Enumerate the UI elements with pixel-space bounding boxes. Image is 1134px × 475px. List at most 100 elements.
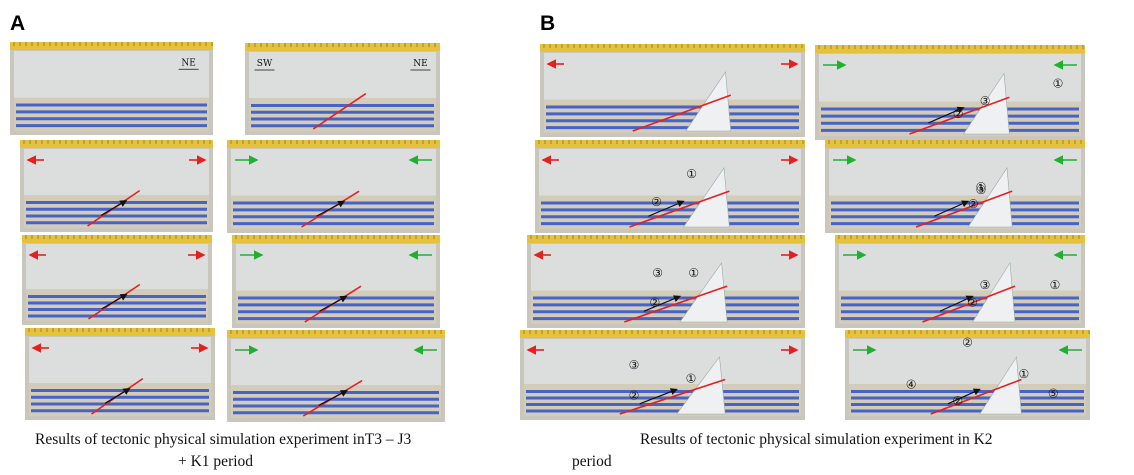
sand-layer [841, 310, 1079, 314]
fault [619, 378, 726, 415]
sand-layer [526, 396, 799, 400]
sand-layer [831, 222, 1079, 226]
photo: ③ ① ② [835, 235, 1085, 328]
ruler [245, 43, 440, 51]
ruler [527, 235, 805, 243]
glass [839, 244, 1081, 291]
fault-number: ② [968, 197, 979, 211]
sand-layer [821, 114, 1079, 118]
sand-layer [831, 208, 1079, 212]
sand-layer [251, 117, 434, 121]
sand-layer [26, 207, 207, 211]
fault-number: ① [688, 266, 699, 280]
glass [524, 339, 801, 384]
sand-layer [851, 390, 1084, 393]
sand-layer [251, 110, 434, 114]
sand-layer [831, 201, 1079, 205]
sand-layer [233, 222, 434, 226]
sand-layer [16, 103, 207, 107]
motion-arrow [639, 388, 678, 405]
motion-arrow [933, 200, 970, 217]
fault-number: ③ [629, 358, 640, 372]
ruler [10, 42, 213, 50]
sand-layer [841, 296, 1079, 300]
fault [629, 190, 730, 228]
glass [14, 51, 209, 98]
wedge [679, 262, 728, 323]
sand-layer [238, 303, 434, 307]
wedge [967, 167, 1013, 228]
sand-layer [851, 403, 1084, 406]
fault-number: ② [962, 335, 973, 349]
direction-label: SW [257, 59, 273, 69]
ruler [845, 330, 1090, 338]
wedge [971, 261, 1016, 323]
fault-number: ③ [652, 266, 663, 280]
photo: NE [10, 42, 213, 135]
caption: period [572, 453, 612, 470]
sand-layer [821, 107, 1079, 111]
sand-layer [31, 402, 209, 406]
fault [930, 378, 1022, 415]
sand-layer [238, 317, 434, 321]
motion-arrow [316, 200, 346, 217]
ruler [227, 330, 445, 338]
photo [227, 140, 440, 233]
wedge [979, 356, 1022, 415]
motion-arrow [100, 200, 128, 216]
sand-layer [851, 409, 1084, 413]
glass [539, 149, 801, 196]
sand-layer [31, 395, 209, 399]
sand-layer [238, 296, 434, 300]
fault-number: ① [1050, 278, 1061, 292]
sand-layer [233, 208, 434, 212]
sand-layer [233, 391, 439, 394]
sand-layer [28, 308, 206, 311]
sand-layer [28, 295, 206, 298]
sand-layer [233, 404, 439, 408]
sand-layer [526, 390, 799, 393]
sand-layer [16, 110, 207, 114]
motion-arrow [104, 388, 131, 404]
glass [819, 54, 1081, 102]
glass [231, 339, 441, 385]
photo: ③ ① ② [520, 330, 805, 420]
ruler [20, 140, 213, 148]
fault [909, 96, 1010, 135]
fault [632, 94, 732, 132]
sand-layer [251, 104, 434, 107]
sand-layer [546, 126, 799, 130]
ruler [535, 140, 805, 148]
sand-layer [526, 403, 799, 406]
glass [236, 244, 436, 291]
photo [232, 235, 440, 328]
sand-layer [851, 396, 1084, 400]
wedge [676, 356, 726, 415]
motion-arrow [101, 293, 128, 310]
fault [915, 190, 1013, 228]
motion-arrow [947, 388, 981, 405]
sand-layer [233, 411, 439, 415]
direction-label: NE [413, 59, 427, 69]
sand-layer [16, 117, 207, 121]
fault [922, 285, 1016, 323]
sand-layer [233, 215, 434, 219]
sand-layer [546, 112, 799, 116]
motion-arrow [643, 295, 682, 312]
photo: ①② [535, 140, 805, 233]
photo [22, 235, 212, 325]
sand-layer [533, 296, 799, 300]
caption: Results of tectonic physical simulation … [640, 431, 993, 448]
sand-layer [541, 215, 799, 219]
ruler [835, 235, 1085, 243]
photo: ① ③ ② [815, 45, 1085, 140]
photo [540, 44, 805, 137]
fault-number: ① [1053, 77, 1064, 91]
sand-layer [546, 105, 799, 109]
sand-layer [31, 389, 209, 392]
sand-layer [26, 221, 207, 225]
photo [20, 140, 213, 232]
fault-number: ① [686, 167, 697, 181]
glass [249, 52, 436, 98]
